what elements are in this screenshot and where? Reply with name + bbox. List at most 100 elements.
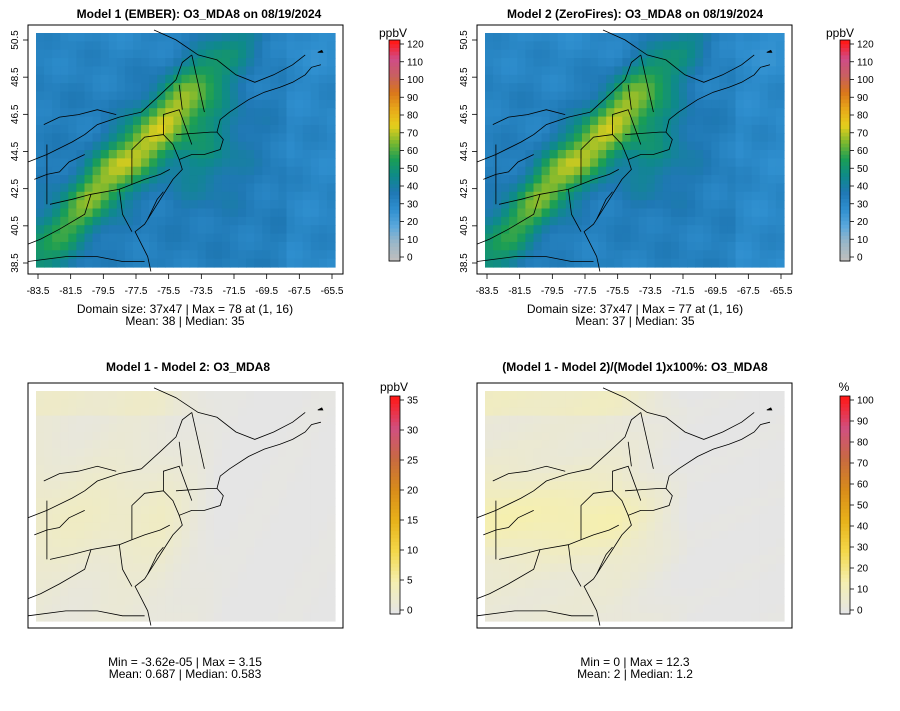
- heatmap-cell: [598, 225, 607, 235]
- heatmap-cell: [205, 481, 215, 491]
- heatmap-cell: [270, 514, 280, 524]
- heatmap-cell: [775, 158, 785, 168]
- heatmap-cell: [294, 241, 304, 251]
- heatmap-cell: [711, 158, 720, 168]
- heatmap-cell: [165, 407, 174, 417]
- heatmap-cell: [501, 66, 510, 76]
- heatmap-cell: [302, 571, 312, 581]
- heatmap-cell: [606, 538, 615, 548]
- heatmap-cell: [116, 571, 126, 581]
- heatmap-cell: [598, 555, 607, 565]
- heatmap-cell: [52, 497, 61, 507]
- heatmap-cell: [60, 563, 69, 573]
- state-boundary: [34, 510, 85, 536]
- colorbar-segment: [390, 505, 400, 510]
- heatmap-cell: [509, 596, 518, 606]
- heatmap-cell: [646, 579, 656, 589]
- heatmap-cell: [84, 225, 94, 235]
- heatmap-cell: [695, 175, 704, 185]
- heatmap-cell: [614, 538, 623, 548]
- heatmap-cell: [157, 116, 166, 126]
- heatmap-cell: [36, 407, 45, 417]
- heatmap-cell: [124, 241, 134, 251]
- heatmap-cell: [294, 99, 304, 109]
- heatmap-cell: [165, 208, 174, 218]
- heatmap-cell: [270, 116, 280, 126]
- heatmap-cell: [294, 150, 304, 159]
- heatmap-cell: [606, 133, 615, 143]
- heatmap-cell: [622, 116, 632, 126]
- heatmap-cell: [52, 66, 61, 76]
- heatmap-cell: [229, 571, 239, 581]
- heatmap-cell: [549, 166, 559, 176]
- heatmap-cell: [541, 116, 551, 126]
- heatmap-cell: [509, 200, 518, 210]
- colorbar-segment: [390, 432, 400, 437]
- heatmap-cell: [678, 91, 688, 101]
- heatmap-cell: [100, 612, 110, 622]
- heatmap-cell: [310, 233, 320, 243]
- state-boundary: [191, 412, 205, 469]
- heatmap-cell: [92, 258, 102, 268]
- heatmap-cell: [84, 456, 94, 466]
- heatmap-cell: [557, 116, 567, 126]
- heatmap-cell: [573, 456, 583, 466]
- heatmap-cell: [735, 166, 745, 176]
- heatmap-cell: [719, 530, 729, 540]
- heatmap-cell: [76, 473, 86, 482]
- heatmap-cell: [213, 563, 223, 573]
- heatmap-cell: [286, 133, 296, 143]
- heatmap-cell: [141, 473, 150, 482]
- heatmap-cell: [557, 563, 567, 573]
- heatmap-cell: [278, 596, 288, 606]
- heatmap-cell: [116, 41, 126, 51]
- heatmap-cell: [60, 150, 69, 159]
- heatmap-cell: [310, 464, 320, 474]
- heatmap-cell: [302, 547, 312, 556]
- heatmap-cell: [205, 522, 215, 532]
- heatmap-cell: [695, 41, 704, 51]
- heatmap-cell: [60, 522, 69, 532]
- colorbar-segment: [840, 577, 850, 582]
- heatmap-cell: [262, 530, 271, 540]
- heatmap-cell: [590, 464, 599, 474]
- heatmap-cell: [213, 191, 223, 201]
- heatmap-cell: [662, 530, 672, 540]
- heatmap-cell: [165, 596, 174, 606]
- colorbar-segment: [840, 205, 850, 211]
- heatmap-cell: [695, 150, 704, 159]
- heatmap-cell: [533, 91, 543, 101]
- heatmap-cell: [318, 464, 328, 474]
- heatmap-cell: [646, 423, 656, 433]
- colorbar-tick-label: 80: [857, 438, 869, 449]
- colorbar-segment: [389, 54, 400, 60]
- heatmap-cell: [590, 514, 599, 524]
- heatmap-cell: [703, 588, 712, 597]
- heatmap-cell: [493, 124, 502, 134]
- heatmap-cell: [727, 415, 737, 425]
- heatmap-cell: [238, 216, 247, 226]
- heatmap-cell: [485, 596, 494, 606]
- heatmap-cell: [326, 563, 336, 573]
- heatmap-cell: [695, 538, 704, 548]
- heatmap-cell: [76, 464, 86, 474]
- heatmap-cell: [76, 41, 86, 51]
- heatmap-cell: [173, 497, 183, 507]
- heatmap-cell: [302, 473, 312, 482]
- heatmap-cell: [735, 506, 745, 515]
- heatmap-cell: [662, 58, 672, 68]
- heatmap-cell: [100, 407, 110, 417]
- heatmap-cell: [509, 464, 518, 474]
- heatmap-cell: [662, 489, 672, 499]
- heatmap-cell: [549, 522, 559, 532]
- heatmap-cell: [719, 448, 729, 458]
- state-boundary: [27, 256, 145, 262]
- heatmap-cell: [751, 407, 761, 417]
- heatmap-cell: [36, 579, 45, 589]
- heatmap-cell: [84, 33, 94, 42]
- heatmap-cell: [278, 456, 288, 466]
- heatmap-cell: [614, 440, 623, 450]
- colorbar-segment: [840, 508, 850, 513]
- heatmap-cell: [326, 407, 336, 417]
- heatmap-cell: [662, 200, 672, 210]
